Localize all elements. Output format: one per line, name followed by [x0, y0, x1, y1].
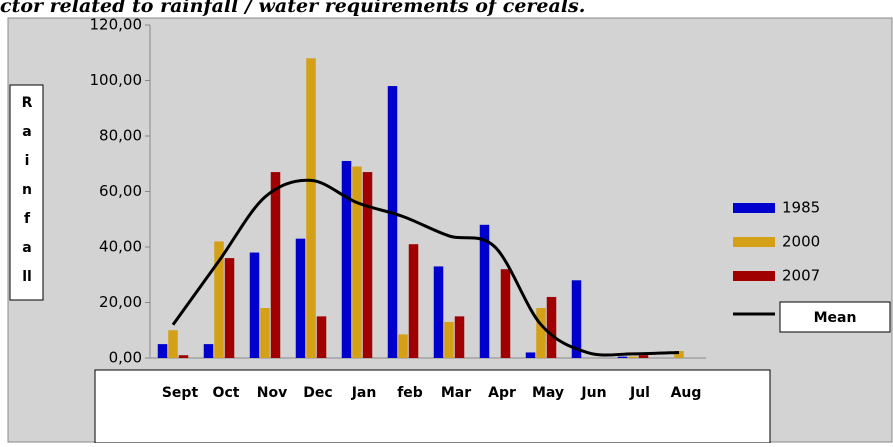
y-tick-label: 60,00 — [99, 182, 142, 200]
legend-label: 2007 — [782, 267, 820, 285]
x-tick-label: Nov — [257, 385, 287, 401]
bar — [617, 356, 628, 358]
x-tick-label: Mar — [441, 385, 471, 401]
y-axis-label: i — [25, 153, 30, 169]
legend-swatch — [733, 271, 775, 281]
x-tick-label: May — [532, 385, 564, 401]
bar — [270, 172, 281, 358]
bar — [408, 244, 419, 358]
chart-title: ctor related to rainfall / water require… — [0, 0, 585, 17]
y-axis-label: a — [22, 240, 31, 256]
bar — [674, 351, 684, 358]
bar — [536, 308, 546, 358]
bar — [295, 238, 306, 358]
legend-swatch — [733, 203, 775, 213]
bar — [479, 224, 490, 358]
bar — [571, 280, 582, 358]
x-tick-label: Aug — [671, 385, 702, 401]
x-tick-label: Jan — [351, 385, 377, 401]
legend-label: 1985 — [782, 199, 820, 217]
legend-label: 2000 — [782, 233, 820, 251]
legend-box — [779, 301, 891, 333]
x-tick-label: Dec — [303, 385, 332, 401]
y-axis-label: ll — [22, 269, 32, 285]
bar — [260, 308, 270, 358]
x-tick-label: Oct — [213, 385, 240, 401]
bar — [214, 241, 224, 358]
bar — [316, 316, 327, 358]
bar — [341, 160, 352, 358]
x-label-box — [94, 369, 771, 444]
y-axis-label: a — [22, 124, 31, 140]
legend-label: Mean — [814, 310, 857, 326]
y-axis-label: R — [22, 95, 33, 111]
bar — [444, 321, 454, 358]
bar — [306, 58, 316, 359]
bar — [525, 352, 536, 358]
x-tick-label: Jun — [580, 385, 606, 401]
bar — [546, 296, 557, 358]
y-tick-label: 0,00 — [109, 349, 142, 367]
x-tick-label: Jul — [629, 385, 650, 401]
y-tick-label: 100,00 — [90, 71, 143, 89]
bar — [203, 344, 214, 358]
bar — [398, 334, 408, 358]
bar — [224, 258, 235, 358]
bar — [362, 172, 373, 358]
y-label-box — [9, 84, 44, 301]
bar — [352, 166, 362, 358]
y-axis-label: f — [24, 211, 31, 227]
x-tick-label: Sept — [162, 385, 199, 401]
bar — [500, 269, 511, 358]
bar — [178, 355, 189, 358]
bar — [433, 266, 444, 358]
bar — [157, 344, 168, 358]
legend-swatch — [733, 237, 775, 247]
x-tick-label: Apr — [488, 385, 516, 401]
bar — [387, 86, 398, 359]
y-tick-label: 40,00 — [99, 238, 142, 256]
bar — [454, 316, 465, 358]
bar — [168, 330, 178, 358]
y-tick-label: 80,00 — [99, 127, 142, 145]
y-tick-label: 120,00 — [90, 16, 143, 34]
x-tick-label: feb — [397, 385, 423, 401]
mean-line — [171, 178, 680, 357]
bar — [249, 252, 260, 358]
bar — [638, 355, 649, 358]
y-tick-label: 20,00 — [99, 293, 142, 311]
y-axis-label: n — [22, 182, 32, 198]
bar — [628, 356, 638, 358]
